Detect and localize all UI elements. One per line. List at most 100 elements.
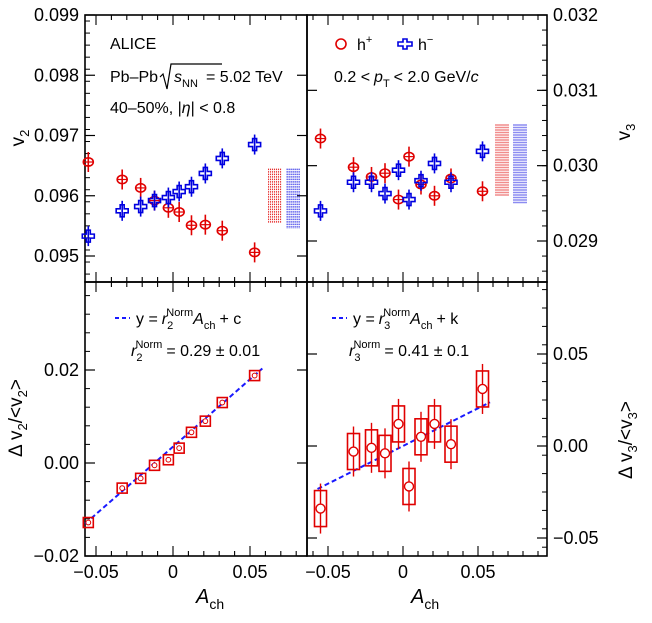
fit-eq-v2-asub: ch xyxy=(204,320,216,332)
frame-top-right xyxy=(306,14,548,283)
x-title-right-sub: ch xyxy=(424,596,439,612)
marker-hminus xyxy=(364,175,379,190)
data-point xyxy=(403,481,415,492)
fit-eq-v2-rsub: 2 xyxy=(167,320,173,332)
y-tick-label: 0.031 xyxy=(553,80,598,100)
marker-hminus xyxy=(81,229,96,243)
centrality-label: 40–50%, |η| < 0.8 xyxy=(110,100,235,117)
fit-equation-v3: y = r3NormAch + k xyxy=(353,307,459,332)
y-title-dv3: Δ v3/<v3> xyxy=(616,401,640,479)
data-point xyxy=(348,446,359,457)
syst-box xyxy=(173,442,185,454)
marker-hminus xyxy=(172,184,186,199)
legend-hplus-marker xyxy=(335,38,347,50)
y-tick-label: 0.096 xyxy=(34,186,79,206)
y-tick-label: 0.00 xyxy=(44,453,79,473)
x-tick-label: 0.05 xyxy=(232,562,267,582)
data-point xyxy=(477,383,488,395)
y-axis-bottom-left: −0.02 0.00 0.02 xyxy=(33,295,307,566)
syst-band xyxy=(286,168,300,229)
fit-eq-v3-rsub: 3 xyxy=(384,320,390,332)
fit-label-v3: y = r3NormAch + k r3Norm = 0.41 ± 0.1 xyxy=(332,307,469,364)
data-bottom-right xyxy=(313,363,491,534)
energy-symbol: s xyxy=(174,69,182,86)
syst-band xyxy=(268,168,282,223)
y-title-dv2: Δ v2/<v2> xyxy=(6,379,30,457)
data-point xyxy=(429,418,440,430)
fit-res-v2-value: = 0.29 ± 0.01 xyxy=(166,343,260,360)
fit-eq-v3-start: y = xyxy=(353,311,375,328)
y-tick-label: 0.032 xyxy=(553,5,598,25)
fit-eq-v3-a: A xyxy=(409,311,421,328)
data-point xyxy=(137,475,144,482)
data-top-left xyxy=(81,134,300,263)
x-tick-label: −0.05 xyxy=(305,562,351,582)
data-point xyxy=(202,418,209,425)
data-point xyxy=(219,399,226,406)
x-tick-label: 0 xyxy=(168,562,178,582)
syst-box xyxy=(148,459,161,472)
y-title-dv2-mid: /<v xyxy=(6,397,27,423)
marker-hminus xyxy=(414,173,428,188)
y-title-dv3-sub2: 3 xyxy=(625,412,640,419)
fit-eq-v3-end: + k xyxy=(436,311,459,328)
fit-res-v2-r: r xyxy=(131,343,137,360)
syst-box xyxy=(82,516,95,529)
legend: h+ h− xyxy=(335,34,433,54)
data-point xyxy=(393,418,404,430)
frame-top-left xyxy=(84,14,308,283)
fit-result-v2: r2Norm = 0.29 ± 0.01 xyxy=(131,339,260,364)
fit-res-v3-value: = 0.41 ± 0.1 xyxy=(384,343,469,360)
x-axis-left-bottom: −0.05 0 0.05 xyxy=(73,282,297,582)
eta-symbol: η xyxy=(182,100,191,117)
y-title-v2: v2 xyxy=(8,130,32,147)
data-point xyxy=(165,456,172,463)
legend-hminus-text: h xyxy=(418,37,427,54)
legend-hplus-text: h xyxy=(357,37,366,54)
syst-box xyxy=(185,426,198,439)
data-point xyxy=(415,431,427,442)
x-tick-label: −0.05 xyxy=(73,562,119,582)
data-point xyxy=(85,519,92,526)
marker-hminus xyxy=(313,204,328,218)
y-tick-label: 0.097 xyxy=(34,126,79,146)
y-tick-label: 0.095 xyxy=(34,246,79,266)
data-point xyxy=(379,448,391,459)
pt-range-label: 0.2 < pT < 2.0 GeV/c xyxy=(334,69,479,90)
fit-result-v3: r3Norm = 0.41 ± 0.1 xyxy=(349,339,469,364)
syst-box xyxy=(116,482,128,494)
fit-eq-v2-end: + c xyxy=(219,311,241,328)
fit-eq-v2-a: A xyxy=(192,311,204,328)
y-tick-label: 0.099 xyxy=(34,5,79,25)
centrality-text: 40–50%, | xyxy=(110,100,182,117)
y-title-v3-sub: 3 xyxy=(623,124,638,131)
marker-hminus xyxy=(346,175,361,190)
fit-res-v3-r: r xyxy=(349,343,355,360)
y-title-dv2-sub2: 2 xyxy=(15,390,30,397)
data-point xyxy=(251,372,258,379)
fit-equation-v2: y = r2NormAch + c xyxy=(136,307,241,332)
syst-box xyxy=(134,472,147,485)
y-axis-bottom-right: −0.05 0.00 0.05 xyxy=(307,289,599,548)
data-point xyxy=(119,485,126,492)
legend-hminus-marker xyxy=(397,38,413,50)
x-title-left-main: A xyxy=(195,586,209,608)
data-point xyxy=(315,503,326,514)
fit-res-v2-rsup: Norm xyxy=(135,339,162,351)
data-point xyxy=(188,429,195,436)
syst-box xyxy=(199,415,212,427)
syst-box xyxy=(216,396,229,409)
x-title-right-main: A xyxy=(410,586,424,608)
y-title-dv2-end: > xyxy=(6,379,27,390)
fit-eq-v3-asub: ch xyxy=(421,320,433,332)
eta-range: | < 0.8 xyxy=(191,100,236,117)
x-title-left-sub: ch xyxy=(209,596,224,612)
alice-label-group: ALICE Pb–Pb s NN = 5.02 TeV 40–50%, |η| … xyxy=(110,36,283,117)
y-title-v3: v3 xyxy=(614,124,638,141)
fit-line xyxy=(317,401,491,490)
fit-eq-v3-rsup: Norm xyxy=(383,307,410,319)
pt-range-upper: < 2.0 GeV/ xyxy=(394,69,471,86)
marker-hminus xyxy=(247,137,262,152)
y-title-dv3-main: Δ v xyxy=(616,452,637,479)
